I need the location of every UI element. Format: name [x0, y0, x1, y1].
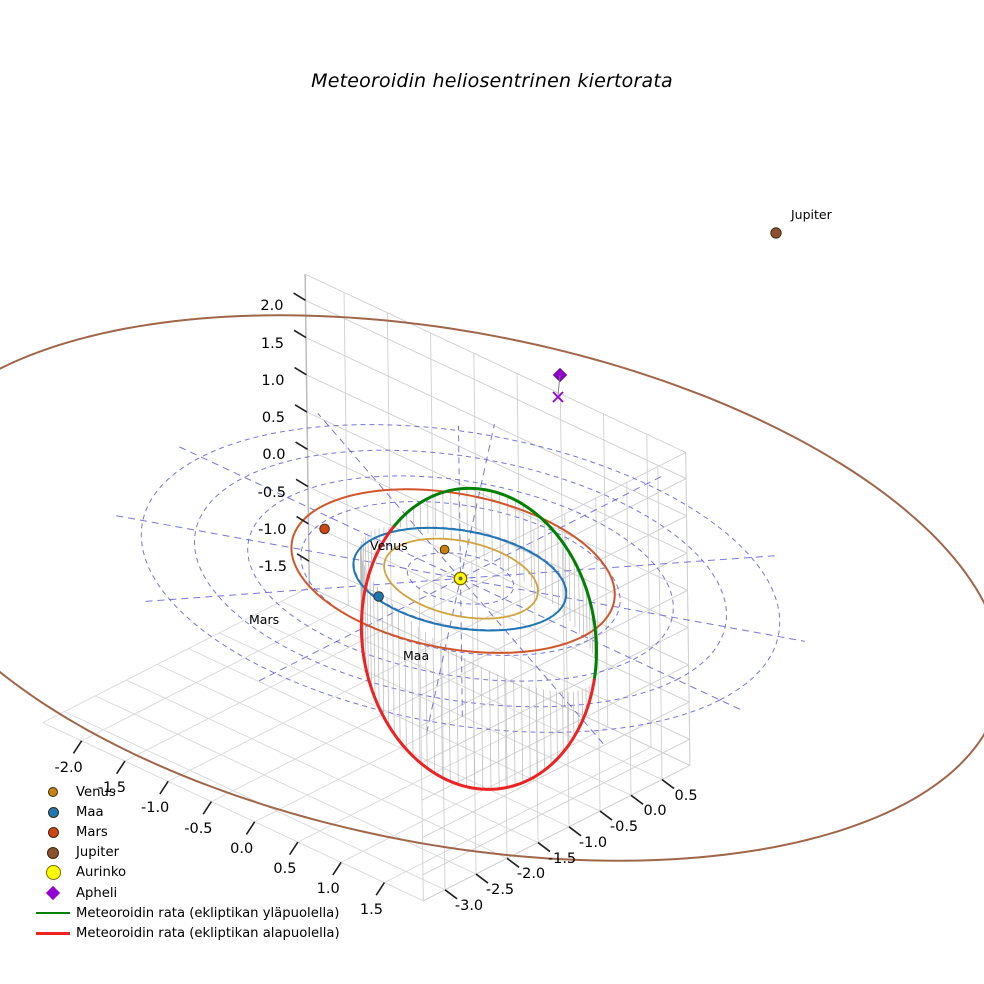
earth-marker-icon	[30, 806, 76, 818]
page-title: Meteoroidin heliosentrinen kiertorata	[311, 70, 673, 92]
z-tick-1: 1.5	[260, 335, 284, 352]
legend-label: Jupiter	[76, 845, 119, 861]
legend-label: Venus	[76, 784, 116, 800]
planet-orbit-paths	[0, 314, 984, 862]
orbit-below-line-icon	[30, 932, 76, 935]
legend-label: Apheli	[76, 885, 118, 901]
z-tick-2: 1.0	[261, 372, 285, 389]
x-tick-0: -2.0	[54, 759, 83, 776]
y-tick-0: -3.0	[454, 897, 484, 914]
legend-item-maa[interactable]: Maa	[30, 802, 340, 822]
aphelion-marker-icon	[30, 885, 76, 901]
axes-wall-panels	[42, 273, 691, 902]
venus-label: Venus	[370, 538, 408, 553]
x-tick-3: -0.5	[184, 820, 213, 837]
z-tick-6: -1.0	[258, 521, 287, 538]
y-tick-1: -2.5	[485, 882, 515, 899]
x-tick-6: 1.0	[316, 881, 340, 898]
legend-item-meteoroidin-rata-ekliptikan-yl-puolella[interactable]: Meteoroidin rata (ekliptikan yläpuolella…	[30, 903, 340, 923]
earth-label: Maa	[403, 648, 430, 663]
z-tick-7: -1.5	[258, 559, 287, 576]
x-tick-4: 0.0	[230, 840, 254, 857]
venus-marker-icon	[30, 787, 76, 798]
y-tick-2: -2.0	[516, 866, 546, 883]
z-tick-4: 0.0	[262, 447, 286, 464]
meteoroid-orbit	[359, 486, 598, 791]
x-tick-1: -1.5	[97, 780, 127, 797]
y-tick-4: -1.0	[578, 834, 608, 851]
legend-item-venus[interactable]: Venus	[30, 782, 340, 802]
legend-label: Maa	[76, 804, 104, 820]
legend-label: Meteoroidin rata (ekliptikan alapuolella…	[76, 925, 340, 941]
legend-item-apheli[interactable]: Apheli	[30, 883, 340, 903]
z-tick-5: -0.5	[257, 484, 286, 501]
jupiter-marker-icon	[30, 846, 76, 859]
legend-item-mars[interactable]: Mars	[30, 822, 340, 842]
legend-label: Meteoroidin rata (ekliptikan yläpuolella…	[76, 905, 340, 921]
legend-label: Aurinko	[76, 865, 127, 881]
legend-item-meteoroidin-rata-ekliptikan-alapuolella[interactable]: Meteoroidin rata (ekliptikan alapuolella…	[30, 923, 340, 943]
x-tick-7: 1.5	[359, 901, 383, 918]
mars-marker-icon	[30, 826, 76, 838]
mars-label: Mars	[249, 612, 280, 627]
legend-item-aurinko[interactable]: Aurinko	[30, 863, 340, 883]
x-tick-2: -1.0	[140, 800, 170, 817]
y-tick-7: 0.5	[674, 787, 698, 804]
jupiter-label: Jupiter	[791, 207, 832, 222]
axis-tick-marks	[72, 292, 675, 900]
y-tick-3: -1.5	[547, 850, 577, 867]
z-tick-0: 2.0	[260, 298, 284, 315]
x-tick-5: 0.5	[273, 861, 297, 878]
legend: Venus Maa Mars Jupiter Aurinko Apheli Meteoroi…	[30, 782, 340, 944]
z-tick-3: 0.5	[261, 410, 285, 427]
sun-marker-icon	[30, 865, 76, 881]
legend-item-jupiter[interactable]: Jupiter	[30, 843, 340, 863]
y-tick-5: -0.5	[609, 819, 639, 836]
y-tick-6: 0.0	[643, 803, 667, 820]
legend-label: Mars	[76, 824, 108, 840]
body-markers	[319, 227, 782, 602]
orbit-above-line-icon	[30, 912, 76, 915]
